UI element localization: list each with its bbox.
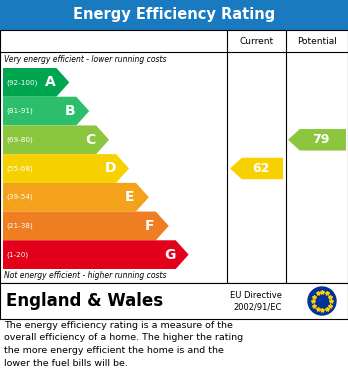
Text: (81-91): (81-91) <box>6 108 33 114</box>
Polygon shape <box>3 183 149 212</box>
Polygon shape <box>3 154 129 183</box>
Text: E: E <box>125 190 135 204</box>
Text: The energy efficiency rating is a measure of the
overall efficiency of a home. T: The energy efficiency rating is a measur… <box>4 321 243 368</box>
Polygon shape <box>3 212 169 240</box>
Text: EU Directive
2002/91/EC: EU Directive 2002/91/EC <box>230 291 282 311</box>
Polygon shape <box>3 68 69 97</box>
Text: Not energy efficient - higher running costs: Not energy efficient - higher running co… <box>4 271 166 280</box>
Text: F: F <box>145 219 155 233</box>
Text: D: D <box>104 161 116 176</box>
Text: G: G <box>164 248 175 262</box>
Polygon shape <box>3 126 109 154</box>
Text: (1-20): (1-20) <box>6 251 28 258</box>
Polygon shape <box>3 240 189 269</box>
Text: (39-54): (39-54) <box>6 194 33 201</box>
Text: (21-38): (21-38) <box>6 223 33 229</box>
Polygon shape <box>3 97 89 126</box>
Text: C: C <box>85 133 95 147</box>
Text: A: A <box>45 75 56 90</box>
Text: 79: 79 <box>312 133 330 146</box>
Text: (55-68): (55-68) <box>6 165 33 172</box>
Text: 62: 62 <box>252 162 269 175</box>
Text: Very energy efficient - lower running costs: Very energy efficient - lower running co… <box>4 56 166 65</box>
Bar <box>0 0 348 30</box>
Polygon shape <box>288 129 346 151</box>
Text: (69-80): (69-80) <box>6 136 33 143</box>
Text: Potential: Potential <box>297 36 337 45</box>
Bar <box>0 30 348 283</box>
Text: Energy Efficiency Rating: Energy Efficiency Rating <box>73 7 275 23</box>
Circle shape <box>308 287 336 315</box>
Text: (92-100): (92-100) <box>6 79 37 86</box>
Text: Current: Current <box>239 36 274 45</box>
Polygon shape <box>230 158 283 179</box>
Bar <box>0 283 348 319</box>
Text: England & Wales: England & Wales <box>6 292 163 310</box>
Text: B: B <box>65 104 76 118</box>
